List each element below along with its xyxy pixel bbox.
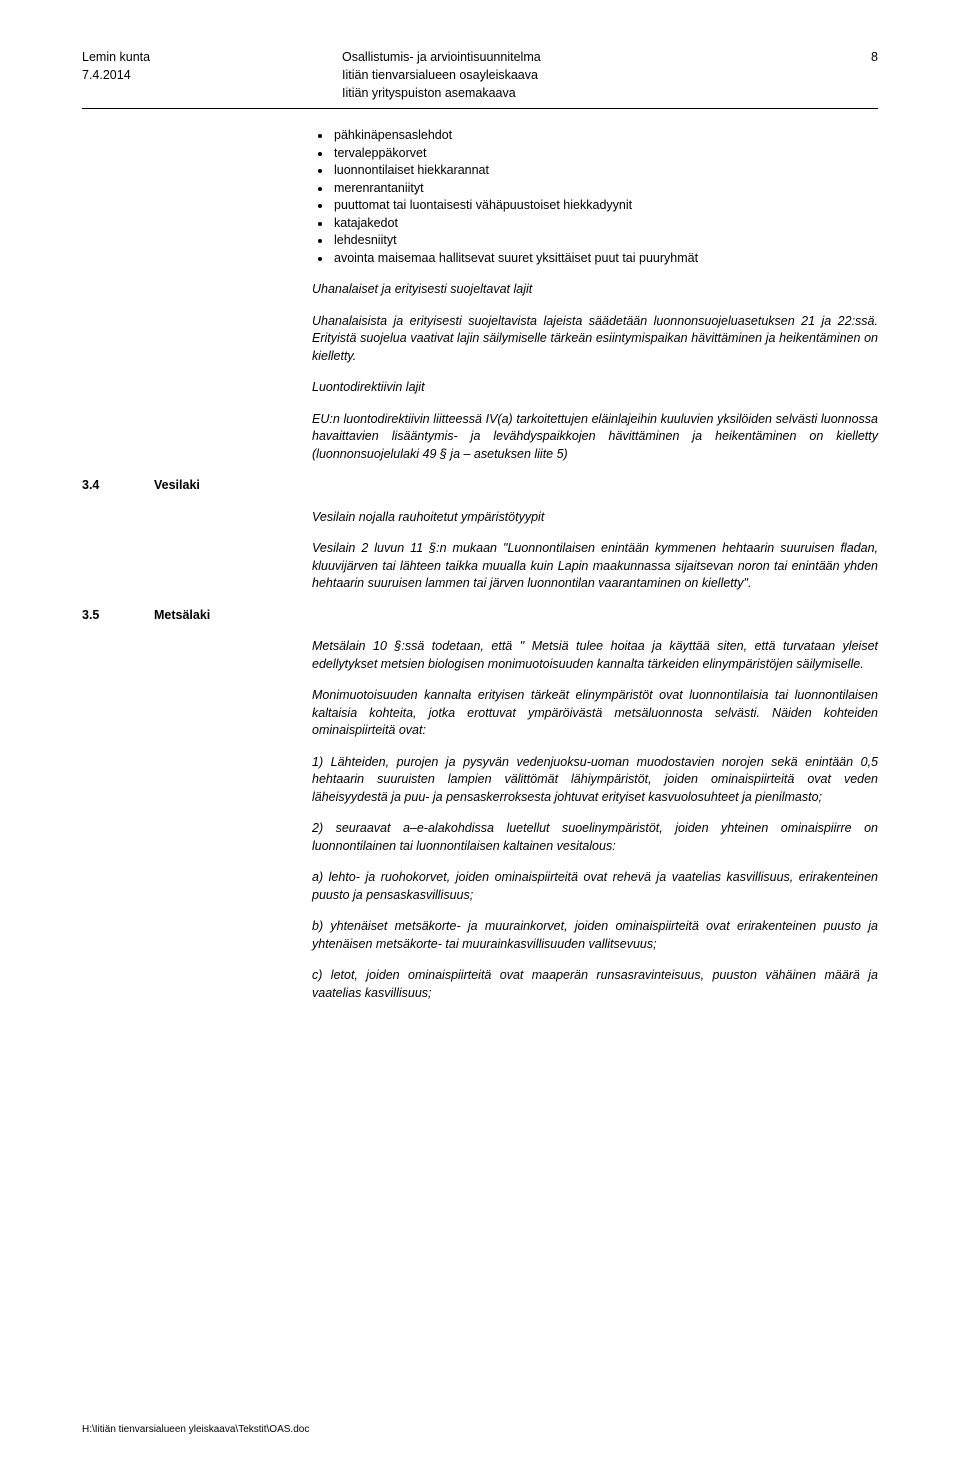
list-item: lehdesniityt — [332, 232, 878, 250]
metsalaki-p5: a) lehto- ja ruohokorvet, joiden ominais… — [312, 869, 878, 904]
para-directive: EU:n luontodirektiivin liitteessä IV(a) … — [312, 411, 878, 464]
footer-path: H:\Iitiän tienvarsialueen yleiskaava\Tek… — [82, 1424, 309, 1435]
content: pähkinäpensaslehdot tervaleppäkorvet luo… — [82, 127, 878, 1002]
list-item: pähkinäpensaslehdot — [332, 127, 878, 145]
subheading-directive: Luontodirektiivin lajit — [312, 379, 878, 397]
bullet-block: pähkinäpensaslehdot tervaleppäkorvet luo… — [312, 127, 878, 463]
vesilaki-para: Vesilain 2 luvun 11 §:n mukaan "Luonnont… — [312, 540, 878, 593]
list-item: avointa maisemaa hallitsevat suuret yksi… — [332, 250, 878, 268]
page-header: Lemin kunta 7.4.2014 Osallistumis- ja ar… — [82, 48, 878, 102]
page-container: Lemin kunta 7.4.2014 Osallistumis- ja ar… — [0, 0, 960, 1465]
section-title: Vesilaki — [154, 477, 200, 495]
metsalaki-p3: 1) Lähteiden, purojen ja pysyvän vedenju… — [312, 754, 878, 807]
section-3-5-body: Metsälain 10 §:ssä todetaan, että " Mets… — [312, 638, 878, 1002]
metsalaki-p6: b) yhtenäiset metsäkorte- ja muurainkorv… — [312, 918, 878, 953]
vesilaki-subtitle: Vesilain nojalla rauhoitetut ympäristöty… — [312, 509, 878, 527]
metsalaki-p2: Monimuotoisuuden kannalta erityisen tärk… — [312, 687, 878, 740]
list-item: puuttomat tai luontaisesti vähäpuustoise… — [332, 197, 878, 215]
doc-title-2: Iitiän tienvarsialueen osayleiskaava — [342, 66, 838, 84]
list-item: luonnontilaiset hiekkarannat — [332, 162, 878, 180]
doc-title-1: Osallistumis- ja arviointisuunnitelma — [342, 48, 838, 66]
habitat-bullets: pähkinäpensaslehdot tervaleppäkorvet luo… — [312, 127, 878, 267]
para-endangered: Uhanalaisista ja erityisesti suojeltavis… — [312, 313, 878, 366]
section-number: 3.5 — [82, 607, 154, 625]
subheading-endangered: Uhanalaiset ja erityisesti suojeltavat l… — [312, 281, 878, 299]
header-right: 8 — [838, 48, 878, 102]
list-item: katajakedot — [332, 215, 878, 233]
section-3-4-body: Vesilain nojalla rauhoitetut ympäristöty… — [312, 509, 878, 593]
metsalaki-p4: 2) seuraavat a–e-alakohdissa luetellut s… — [312, 820, 878, 855]
metsalaki-p7: c) letot, joiden ominaispiirteitä ovat m… — [312, 967, 878, 1002]
section-3-5-heading: 3.5 Metsälaki — [82, 607, 878, 625]
header-rule — [82, 108, 878, 109]
section-number: 3.4 — [82, 477, 154, 495]
page-number: 8 — [838, 48, 878, 66]
list-item: tervaleppäkorvet — [332, 145, 878, 163]
list-item: merenrantaniityt — [332, 180, 878, 198]
date: 7.4.2014 — [82, 66, 262, 84]
header-left: Lemin kunta 7.4.2014 — [82, 48, 262, 102]
section-3-4-heading: 3.4 Vesilaki — [82, 477, 878, 495]
municipality: Lemin kunta — [82, 48, 262, 66]
section-title: Metsälaki — [154, 607, 210, 625]
metsalaki-p1: Metsälain 10 §:ssä todetaan, että " Mets… — [312, 638, 878, 673]
header-center: Osallistumis- ja arviointisuunnitelma Ii… — [262, 48, 838, 102]
doc-title-3: Iitiän yrityspuiston asemakaava — [342, 84, 838, 102]
